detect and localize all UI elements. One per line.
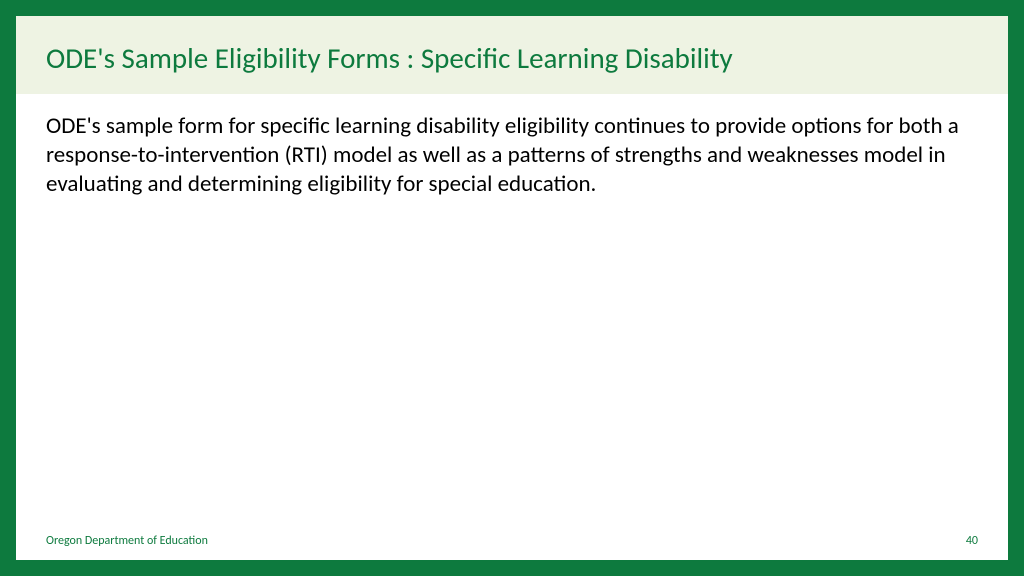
slide-footer: Oregon Department of Education 40 bbox=[16, 534, 1008, 548]
title-bar: ODE's Sample Eligibility Forms : Specifi… bbox=[16, 16, 1008, 94]
body-area: ODE's sample form for specific learning … bbox=[16, 94, 1008, 198]
body-paragraph: ODE's sample form for specific learning … bbox=[46, 112, 978, 198]
page-number: 40 bbox=[966, 534, 978, 548]
slide-title: ODE's Sample Eligibility Forms : Specifi… bbox=[46, 40, 978, 76]
footer-organization: Oregon Department of Education bbox=[46, 534, 208, 548]
slide-container: ODE's Sample Eligibility Forms : Specifi… bbox=[0, 0, 1024, 576]
